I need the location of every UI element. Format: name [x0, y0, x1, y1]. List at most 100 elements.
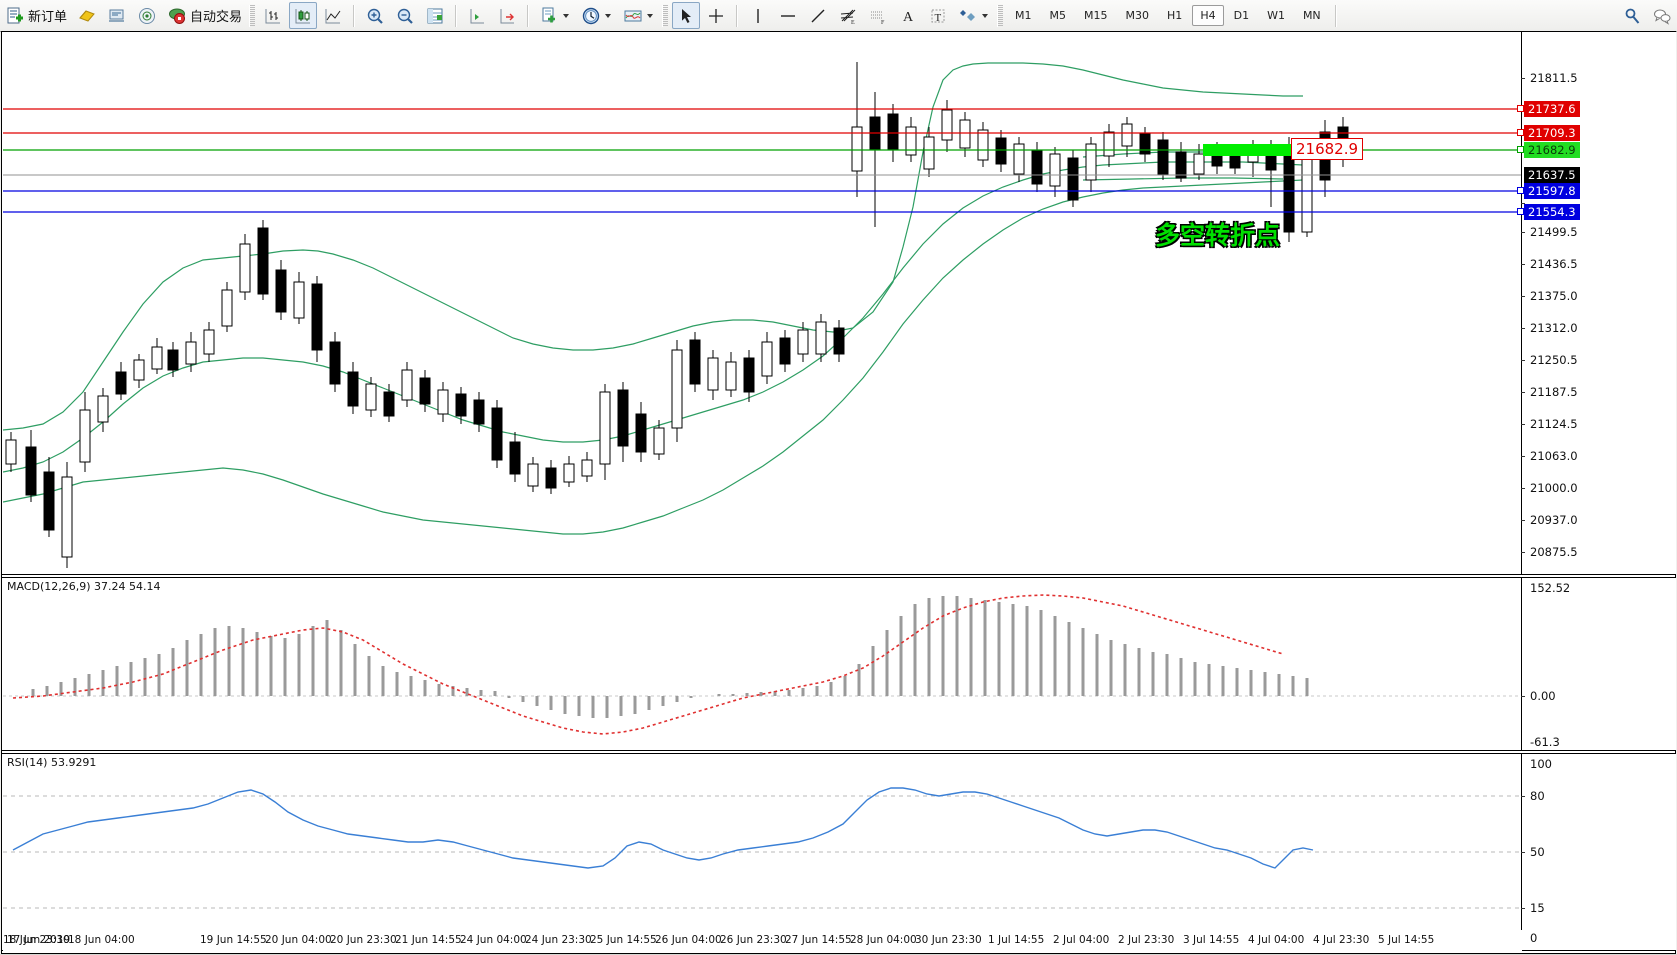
time-tick: 1 Jul 14:55	[988, 934, 1045, 946]
objects-button[interactable]	[954, 2, 994, 29]
rsi-pane[interactable]: RSI(14) 53.9291 100 80 50 15 0	[3, 754, 1676, 950]
text-label-icon: T	[928, 6, 948, 26]
cursor-button[interactable]	[672, 2, 701, 29]
channel-icon: F	[868, 6, 888, 26]
hline-button[interactable]	[774, 2, 802, 29]
indicators-button[interactable]	[619, 2, 659, 29]
timeframe-w1[interactable]: W1	[1267, 9, 1285, 22]
data-window-button[interactable]	[421, 2, 449, 29]
time-tick: 30 Jun 23:30	[915, 934, 982, 946]
macd-tick-zero: 0.00	[1530, 689, 1556, 703]
highlight-rectangle[interactable]	[1203, 144, 1291, 156]
fibo-button[interactable]: E	[834, 2, 862, 29]
auto-scroll-button[interactable]	[493, 2, 521, 29]
indicators-dropdown-arrow[interactable]	[647, 13, 654, 18]
search-button[interactable]	[1618, 2, 1646, 29]
time-tick: 4 Jul 04:00	[1248, 934, 1305, 946]
time-tick: 20 Jun 04:00	[265, 934, 332, 946]
toolbar-grip-2[interactable]	[662, 4, 669, 27]
time-tick: 18 Jun 04:00	[68, 934, 135, 946]
svg-text:A: A	[903, 10, 914, 25]
timeframe-mn[interactable]: MN	[1302, 9, 1321, 22]
timeframe-d1[interactable]: D1	[1233, 9, 1250, 22]
rsi-tick-50: 50	[1530, 845, 1545, 859]
price-tick: 20875.5	[1530, 545, 1578, 559]
timeframe-m5[interactable]: M5	[1049, 9, 1067, 22]
pivot-label[interactable]: 21682.9	[1524, 142, 1580, 158]
trendline-button[interactable]	[804, 2, 832, 29]
support-label-2[interactable]: 21554.3	[1524, 204, 1580, 220]
terminal-button[interactable]	[103, 2, 131, 29]
rsi-canvas	[3, 787, 1522, 909]
zoom-in-icon	[365, 6, 385, 26]
macd-tick-min: -61.3	[1530, 735, 1560, 749]
crosshair-button[interactable]	[702, 2, 730, 29]
toolbar-grip-3[interactable]	[997, 4, 1004, 27]
support-marker-1[interactable]	[1517, 187, 1524, 194]
channel-button[interactable]: F	[864, 2, 892, 29]
toolbar-grip[interactable]	[249, 4, 256, 27]
line-chart-icon	[323, 6, 343, 26]
price-tick: 21063.0	[1530, 449, 1578, 463]
price-tick: 21187.5	[1530, 385, 1578, 399]
toolbar-separator	[353, 4, 356, 27]
vline-button[interactable]	[744, 2, 772, 29]
template-dropdown-arrow[interactable]	[563, 13, 570, 18]
resistance-label-2[interactable]: 21709.3	[1524, 125, 1580, 141]
template-button[interactable]	[535, 2, 575, 29]
new-order-button[interactable]: 新订单	[1, 2, 71, 29]
candlestick-chart-button[interactable]	[289, 2, 318, 29]
macd-pane[interactable]: MACD(12,26,9) 37.24 54.14	[3, 578, 1676, 750]
macd-tick-max: 152.52	[1530, 581, 1571, 595]
expert-advisors-icon	[77, 6, 97, 26]
line-chart-button[interactable]	[319, 2, 347, 29]
label-button[interactable]: T	[924, 2, 952, 29]
toolbar-separator-2	[455, 4, 458, 27]
data-window-icon	[425, 6, 445, 26]
resistance-marker-2[interactable]	[1517, 129, 1524, 136]
time-tick: 27 Jun 14:55	[785, 934, 852, 946]
text-button[interactable]: A	[894, 2, 922, 29]
time-tick: 19 Jun 14:55	[200, 934, 267, 946]
resistance-label-1[interactable]: 21737.6	[1524, 101, 1580, 117]
zoom-in-button[interactable]	[361, 2, 389, 29]
price-chart-canvas[interactable]	[3, 32, 1522, 574]
chart-annotation-text[interactable]: 多空转折点	[1155, 221, 1281, 250]
market-watch-icon	[137, 6, 157, 26]
chart-window[interactable]: JPN225-,H4 21677.5 21677.5 21635.0 21637…	[1, 31, 1676, 954]
timeframe-m30[interactable]: M30	[1125, 9, 1150, 22]
period-dropdown-arrow[interactable]	[605, 13, 612, 18]
timeframe-h1[interactable]: H1	[1167, 9, 1183, 22]
vline-icon	[748, 6, 768, 26]
fibonacci-icon: E	[838, 6, 858, 26]
price-pane[interactable]: 21682.9 多空转折点 21811.5 21750.0 21624.0 21…	[3, 32, 1676, 574]
objects-icon	[958, 6, 978, 26]
period-button[interactable]	[577, 2, 617, 29]
crosshair-icon	[706, 6, 726, 26]
pivot-marker[interactable]	[1517, 146, 1524, 153]
objects-dropdown-arrow[interactable]	[982, 13, 989, 18]
rsi-tick-15: 15	[1530, 901, 1545, 915]
toolbar-separator-3	[527, 4, 530, 27]
timeframe-m15[interactable]: M15	[1084, 9, 1108, 22]
zoom-out-button[interactable]	[391, 2, 419, 29]
bar-chart-button[interactable]	[259, 2, 287, 29]
new-order-icon	[5, 6, 25, 26]
timeframe-m1[interactable]: M1	[1015, 9, 1032, 22]
time-tick: 26 Jun 04:00	[655, 934, 722, 946]
support-marker-2[interactable]	[1517, 208, 1524, 215]
time-tick: 18 Jun 23:30	[3, 934, 70, 946]
chat-button[interactable]	[1648, 2, 1676, 29]
time-axis[interactable]: 17 Jun 2019 18 Jun 04:00 18 Jun 23:30 19…	[3, 930, 1522, 952]
time-tick: 20 Jun 23:30	[330, 934, 397, 946]
chart-shift-button[interactable]	[463, 2, 491, 29]
support-label-1[interactable]: 21597.8	[1524, 183, 1580, 199]
market-watch-button[interactable]	[133, 2, 161, 29]
expert-advisors-button[interactable]	[73, 2, 101, 29]
resistance-marker-1[interactable]	[1517, 105, 1524, 112]
autotrade-button[interactable]: 自动交易	[163, 2, 246, 29]
timeframe-h4[interactable]: H4	[1192, 5, 1224, 26]
price-tag-label[interactable]: 21682.9	[1291, 138, 1364, 160]
price-tick: 21811.5	[1530, 71, 1578, 85]
price-scale[interactable]: 21811.5 21750.0 21624.0 21499.5 21436.5 …	[1517, 32, 1676, 574]
